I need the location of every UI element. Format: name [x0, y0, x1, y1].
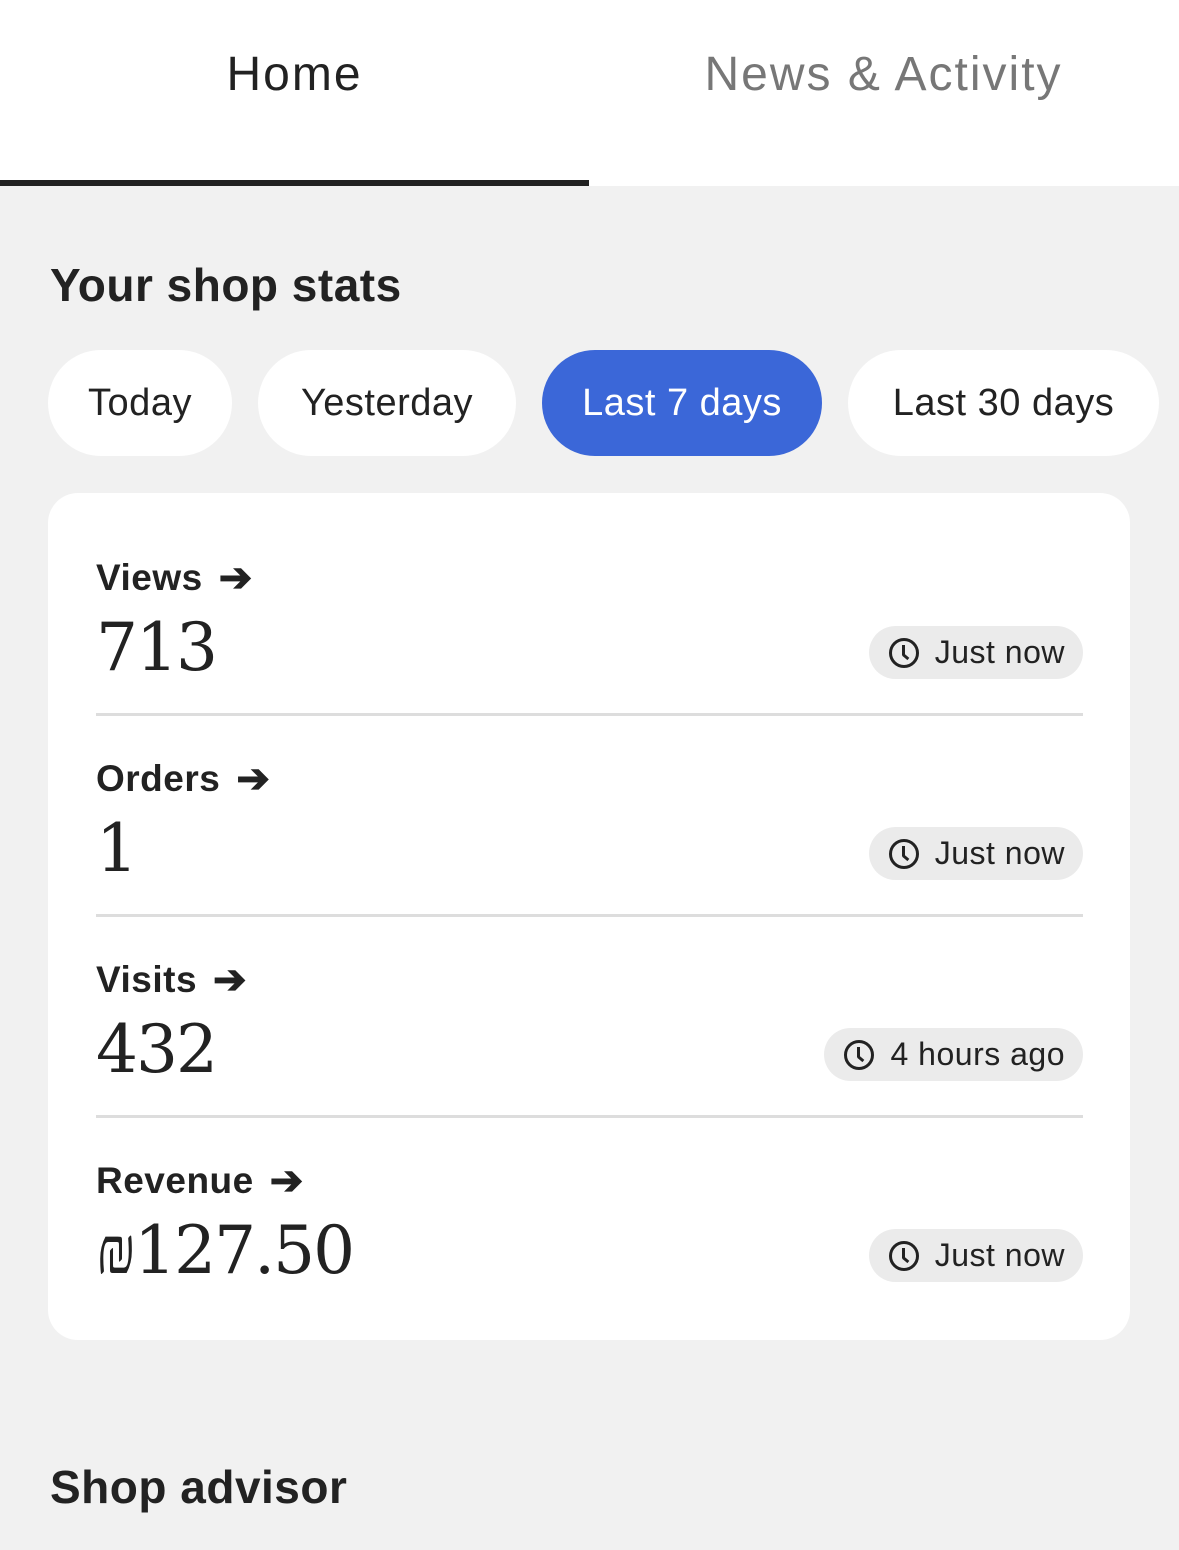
updated-text: Just now: [934, 634, 1065, 670]
stat-label: Views: [96, 557, 203, 598]
shop-stats-title: Your shop stats: [50, 259, 402, 311]
tab-home[interactable]: Home: [0, 0, 589, 186]
updated-badge: Just now: [868, 827, 1083, 880]
updated-text: Just now: [934, 1237, 1065, 1273]
tab-bar: Home News & Activity: [0, 0, 1179, 186]
shop-advisor-title: Shop advisor: [50, 1461, 348, 1513]
orders-link[interactable]: Orders ➔: [96, 756, 270, 802]
stat-value: 432: [96, 1011, 218, 1088]
stat-row-revenue: Revenue ➔ ₪127.50 Just now: [96, 1118, 1083, 1319]
stat-row-views: Views ➔ 713 Just now: [96, 515, 1083, 716]
stat-label: Orders: [96, 758, 221, 799]
stats-card: Views ➔ 713 Just now Orders ➔ 1 Just now V…: [48, 493, 1130, 1340]
stat-row-orders: Orders ➔ 1 Just now: [96, 716, 1083, 917]
arrow-right-icon: ➔: [218, 556, 253, 600]
tab-news-activity[interactable]: News & Activity: [589, 0, 1178, 186]
clock-icon: [888, 838, 919, 869]
updated-badge: Just now: [868, 626, 1083, 679]
clock-icon: [844, 1039, 875, 1070]
stat-value: 713: [96, 609, 218, 686]
stat-value: ₪127.50: [96, 1212, 355, 1289]
updated-badge: Just now: [868, 1229, 1083, 1282]
range-last-7-days[interactable]: Last 7 days: [542, 350, 822, 456]
updated-text: 4 hours ago: [890, 1036, 1065, 1072]
visits-link[interactable]: Visits ➔: [96, 957, 247, 1003]
range-yesterday[interactable]: Yesterday: [258, 350, 516, 456]
revenue-link[interactable]: Revenue ➔: [96, 1158, 304, 1204]
range-today[interactable]: Today: [48, 350, 232, 456]
stat-label: Revenue: [96, 1160, 254, 1201]
tab-label: Home: [226, 48, 363, 101]
tab-label: News & Activity: [704, 48, 1063, 101]
clock-icon: [888, 1240, 919, 1271]
arrow-right-icon: ➔: [236, 757, 271, 801]
range-last-30-days[interactable]: Last 30 days: [848, 350, 1159, 456]
updated-text: Just now: [934, 835, 1065, 871]
date-range-selector: Today Yesterday Last 7 days Last 30 days: [48, 350, 1159, 456]
updated-badge: 4 hours ago: [824, 1028, 1083, 1081]
arrow-right-icon: ➔: [269, 1159, 304, 1203]
stat-label: Visits: [96, 959, 198, 1000]
stat-value: 1: [96, 810, 138, 887]
arrow-right-icon: ➔: [213, 958, 248, 1002]
stat-row-visits: Visits ➔ 432 4 hours ago: [96, 917, 1083, 1118]
clock-icon: [888, 637, 919, 668]
views-link[interactable]: Views ➔: [96, 555, 253, 601]
